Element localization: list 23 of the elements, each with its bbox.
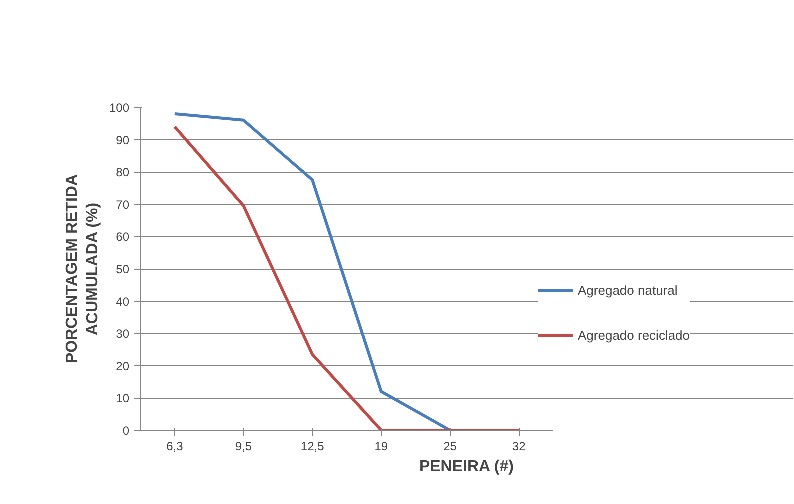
y-tick-label: 60	[116, 230, 130, 244]
line-series	[173, 125, 521, 430]
y-tick-label: 50	[116, 262, 130, 276]
legend-label: Agregado natural	[578, 282, 678, 298]
y-tick-label: 100	[109, 101, 130, 115]
y-axis-title: PORCENTAGEM RETIDA ACUMULADA (%)	[64, 174, 102, 364]
line-series	[173, 112, 452, 430]
y-tick-label: 20	[116, 359, 130, 374]
x-tick-label: 25	[444, 440, 458, 454]
y-tick-label: 10	[116, 392, 130, 406]
legend-label: Agregado reciclado	[578, 328, 690, 342]
y-tick-label: 40	[116, 294, 130, 309]
x-tick-label: 9,5	[235, 440, 252, 454]
y-tick-label: 0	[122, 424, 130, 438]
y-tick-label: 70	[116, 198, 130, 212]
x-tick-label: 19	[374, 440, 388, 454]
y-tick-label: 80	[116, 166, 130, 180]
y-tick-label: 30	[116, 327, 130, 342]
y-tick-label: 90	[116, 133, 130, 148]
x-tick-label: 12,5	[300, 440, 325, 454]
x-axis-title: PENEIRA (#)	[419, 458, 514, 476]
x-tick-label: 32	[512, 440, 526, 454]
x-tick-label: 6,3	[166, 440, 184, 454]
